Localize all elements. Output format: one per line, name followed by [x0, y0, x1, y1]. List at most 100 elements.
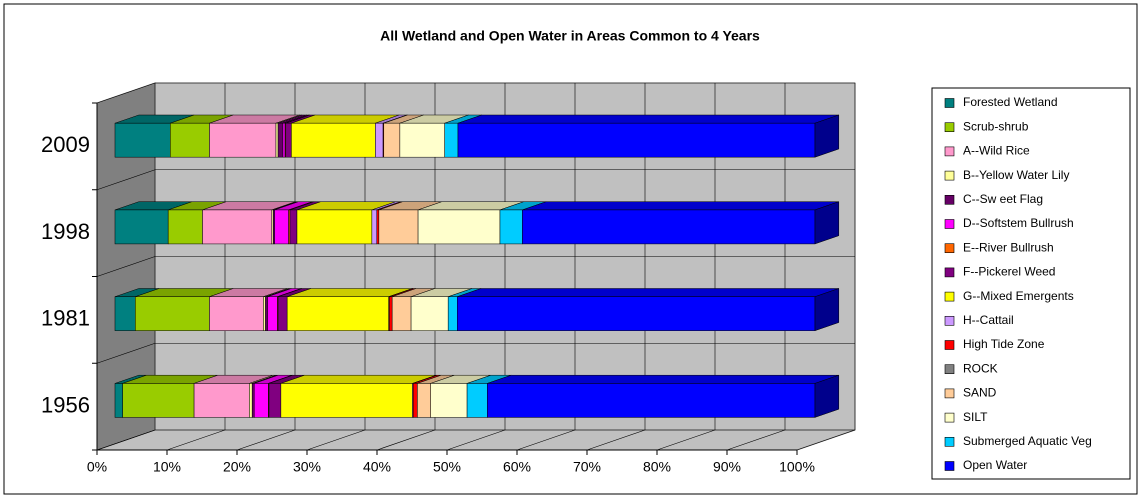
bar	[378, 209, 419, 245]
bar	[399, 122, 445, 158]
bar-top	[522, 201, 839, 211]
bar	[371, 209, 378, 245]
legend-label: Scrub-shrub	[963, 119, 1029, 133]
chart-title: All Wetland and Open Water in Areas Comm…	[380, 28, 760, 44]
legend-swatch	[944, 291, 955, 302]
bar	[466, 383, 488, 418]
x-tick-label: 20%	[223, 459, 251, 475]
bar	[209, 122, 277, 158]
x-tick-label: 50%	[433, 459, 461, 475]
bar	[383, 122, 401, 158]
grid-line	[726, 429, 786, 451]
bar	[193, 383, 250, 418]
bar	[291, 122, 376, 158]
bar	[114, 122, 171, 158]
legend-swatch	[944, 146, 955, 157]
bar	[268, 383, 282, 418]
bar-side	[814, 201, 840, 245]
legend-box	[931, 87, 1131, 480]
band-line	[96, 82, 156, 104]
legend-label: D--Softstem Bullrush	[963, 216, 1074, 230]
bar	[275, 122, 279, 158]
bar	[391, 296, 412, 331]
legend-swatch	[944, 195, 955, 205]
legend-label: B--Yellow Water Lily	[963, 168, 1069, 182]
bar	[430, 383, 468, 418]
legend-label: SILT	[963, 410, 988, 424]
grid-line	[516, 429, 576, 451]
bar	[457, 122, 816, 158]
legend-label: H--Cattail	[963, 313, 1014, 327]
bar	[285, 122, 292, 158]
band-line	[96, 256, 156, 277]
bar-top	[280, 374, 437, 384]
legend-label: ROCK	[963, 361, 998, 375]
bar	[274, 209, 289, 245]
x-tick-label: 100%	[779, 459, 815, 475]
bar	[251, 383, 255, 418]
x-tick-label: 10%	[153, 459, 181, 475]
x-tick-label: 0%	[87, 459, 107, 475]
legend-label: High Tide Zone	[963, 337, 1045, 351]
bar	[410, 296, 449, 331]
bar	[444, 122, 459, 158]
legend-swatch	[944, 243, 955, 253]
grid-line	[586, 429, 646, 451]
bar	[202, 209, 273, 245]
grid-line	[306, 429, 366, 451]
bar	[170, 122, 210, 158]
bar	[114, 296, 136, 331]
legend-swatch	[944, 340, 955, 350]
bar	[447, 296, 458, 331]
bar	[263, 296, 266, 331]
legend-label: F--Pickerel Weed	[963, 265, 1055, 279]
grid-line	[446, 429, 506, 451]
grid-line	[376, 429, 436, 451]
legend-swatch	[944, 412, 955, 423]
legend-swatch	[944, 170, 955, 181]
bar	[277, 296, 288, 331]
bar	[499, 209, 523, 245]
y-tick-label: 2009	[41, 132, 90, 157]
y-tick-label: 1998	[41, 219, 90, 244]
bar	[122, 383, 195, 418]
bar	[209, 296, 264, 331]
bar	[254, 383, 269, 418]
legend-label: G--Mixed Emergents	[963, 289, 1074, 303]
bar	[265, 296, 268, 331]
bar	[135, 296, 210, 331]
bar-side	[814, 374, 840, 418]
y-tick-label: 1956	[41, 392, 90, 417]
x-tick-label: 80%	[643, 459, 671, 475]
legend-label: Submerged Aquatic Veg	[963, 434, 1092, 448]
bar	[249, 383, 253, 418]
legend-swatch	[944, 315, 955, 326]
legend-label: A--Wild Rice	[963, 144, 1030, 158]
bar	[114, 209, 169, 245]
legend-swatch	[944, 436, 955, 447]
bar-top	[487, 374, 839, 384]
legend-swatch	[944, 98, 955, 108]
y-tick-label: 1981	[41, 306, 90, 331]
grid-line	[656, 429, 716, 451]
bar	[282, 122, 286, 158]
grid-line	[166, 429, 226, 451]
bar	[286, 296, 389, 331]
x-tick-label: 40%	[363, 459, 391, 475]
bar-side	[814, 114, 840, 158]
bar	[375, 122, 384, 158]
bar	[277, 122, 284, 158]
legend-label: E--River Bullrush	[963, 240, 1054, 254]
bar	[296, 209, 373, 245]
bar	[417, 383, 431, 418]
x-tick-label: 90%	[713, 459, 741, 475]
bar	[280, 383, 413, 418]
grid-line	[96, 429, 156, 451]
legend-label: SAND	[963, 386, 997, 400]
legend-swatch	[944, 267, 955, 278]
bar	[376, 209, 380, 245]
grid-line	[236, 429, 296, 451]
bar-top	[457, 114, 839, 124]
bar	[522, 209, 816, 245]
